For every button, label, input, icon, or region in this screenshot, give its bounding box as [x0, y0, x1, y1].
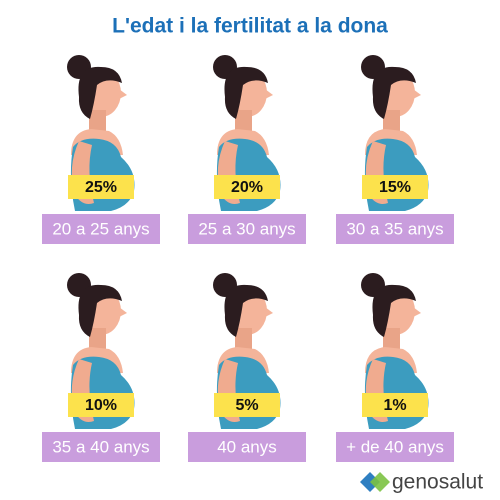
- item: 1% + de 40 anys: [336, 273, 454, 462]
- brand: genosalut: [360, 471, 483, 494]
- age-box: [188, 214, 306, 244]
- age-box: [188, 432, 306, 462]
- percentage: 1%: [383, 397, 406, 414]
- percentage: 10%: [85, 397, 117, 414]
- age-box: [42, 432, 160, 462]
- age-label: 35 a 40 anys: [52, 437, 149, 456]
- percentage-badge: [362, 175, 428, 199]
- percentage-badge: [68, 393, 134, 417]
- item: 15% 30 a 35 anys: [336, 55, 454, 244]
- brand-name: genosalut: [392, 471, 483, 494]
- title: L'edat i la fertilitat a la dona: [112, 15, 388, 38]
- item: 5% 40 anys: [188, 273, 306, 462]
- item: 25% 20 a 25 anys: [42, 55, 160, 244]
- age-label: 40 anys: [217, 437, 277, 456]
- percentage-badge: [68, 175, 134, 199]
- age-label: 25 a 30 anys: [198, 219, 295, 238]
- age-box: [336, 214, 454, 244]
- percentage-badge: [362, 393, 428, 417]
- percentage: 20%: [231, 179, 263, 196]
- age-label: 30 a 35 anys: [346, 219, 443, 238]
- brand-icon: [370, 472, 390, 492]
- item: 10% 35 a 40 anys: [42, 273, 160, 462]
- age-box: [42, 214, 160, 244]
- age-box: [336, 432, 454, 462]
- percentage: 15%: [379, 179, 411, 196]
- age-label: 20 a 25 anys: [52, 219, 149, 238]
- percentage-badge: [214, 393, 280, 417]
- percentage-badge: [214, 175, 280, 199]
- percentage: 5%: [235, 397, 258, 414]
- item-grid: 25% 20 a 25 anys 20% 25 a 30 anys 15% 30 a 35…: [42, 55, 454, 462]
- age-label: + de 40 anys: [346, 437, 444, 456]
- item: 20% 25 a 30 anys: [188, 55, 306, 244]
- percentage: 25%: [85, 179, 117, 196]
